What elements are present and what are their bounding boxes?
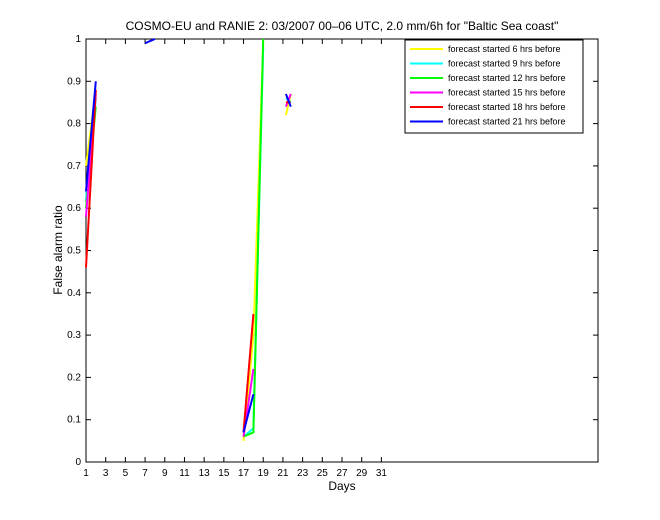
series-line-6 (242, 394, 255, 433)
y-tick-label: 0.5 (67, 246, 81, 257)
x-tick-label: 31 (376, 468, 388, 479)
x-tick-label: 21 (277, 468, 289, 479)
series-line-6 (144, 38, 156, 45)
series-line-5 (85, 89, 97, 268)
y-tick-label: 0.9 (67, 76, 81, 87)
legend-entry: forecast started 21 hrs before (448, 117, 566, 127)
x-tick-label: 23 (297, 468, 309, 479)
series-line-5 (242, 313, 255, 433)
y-tick-label: 1 (75, 34, 81, 45)
y-tick-label: 0.6 (67, 203, 81, 214)
x-tick-label: 17 (238, 468, 250, 479)
y-tick-label: 0.4 (67, 288, 81, 299)
series-line-3 (243, 38, 265, 438)
y-tick-label: 0 (75, 457, 81, 468)
y-tick-label: 0.1 (67, 415, 81, 426)
y-tick-label: 0.7 (67, 161, 81, 172)
chart-title: COSMO-EU and RANIE 2: 03/2007 00–06 UTC,… (126, 19, 559, 33)
x-tick-label: 13 (199, 468, 211, 479)
x-axis-ticks: 1 3 5 7 9 11 13 15 17 19 21 23 25 27 29 31 (83, 39, 387, 479)
x-tick-label: 7 (142, 468, 148, 479)
series-line-6 (284, 93, 292, 108)
x-tick-label: 1 (83, 468, 89, 479)
x-tick-label: 27 (336, 468, 348, 479)
series-lines (85, 38, 292, 441)
legend-box (404, 39, 584, 134)
x-tick-label: 19 (258, 468, 270, 479)
legend-entry: forecast started 12 hrs before (448, 73, 566, 83)
x-tick-label: 3 (103, 468, 109, 479)
x-tick-label: 25 (317, 468, 329, 479)
legend-entry: forecast started 6 hrs before (448, 44, 561, 54)
series-line-6 (85, 81, 97, 192)
y-tick-label: 0.3 (67, 330, 81, 341)
y-tick-label: 0.8 (67, 119, 81, 130)
y-tick-label: 0.2 (67, 372, 81, 383)
legend-entry: forecast started 18 hrs before (448, 102, 566, 112)
x-tick-label: 11 (179, 468, 190, 479)
y-axis-label: False alarm ratio (51, 205, 65, 295)
x-tick-label: 29 (356, 468, 368, 479)
y-axis-ticks: 0 0.1 0.2 0.3 0.4 0.5 0.6 0.7 0.8 0.9 1 (67, 34, 598, 468)
legend-entry: forecast started 9 hrs before (448, 59, 561, 69)
legend: forecast started 6 hrs before forecast st… (404, 39, 584, 134)
x-tick-label: 9 (162, 468, 168, 479)
x-axis-label: Days (328, 479, 355, 493)
x-tick-label: 15 (218, 468, 230, 479)
x-tick-label: 5 (123, 468, 129, 479)
legend-entry: forecast started 15 hrs before (448, 88, 566, 98)
